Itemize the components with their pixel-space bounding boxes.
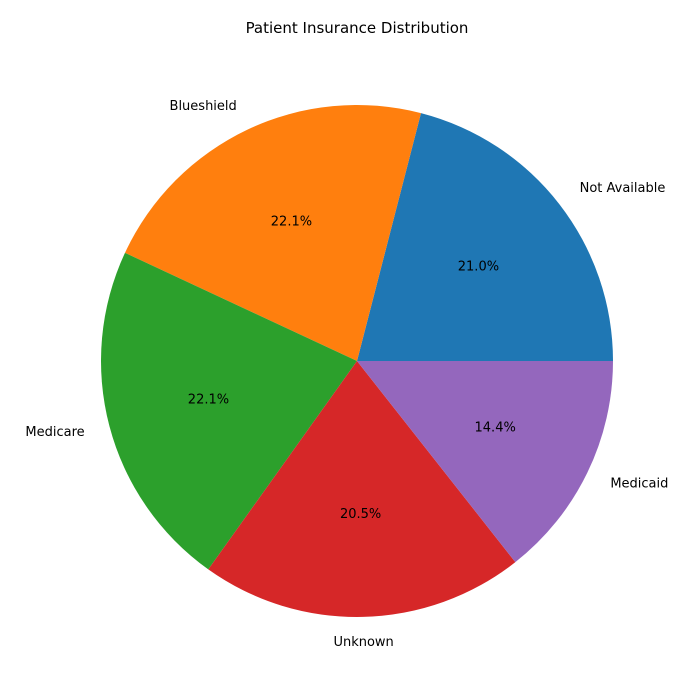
pie-labels: 21.0% Not Available 22.1% Blueshield 22.1% Me… <box>25 99 668 650</box>
pie-slice-blueshield <box>124 105 421 361</box>
pie-slice-medicaid <box>357 361 613 563</box>
pie-slice-medicare <box>101 252 357 570</box>
pie-slice-not-available <box>357 113 613 361</box>
pie-slices <box>101 105 613 618</box>
pie-category-label: Blueshield <box>170 99 237 114</box>
pie-percent-label: 22.1% <box>188 393 229 408</box>
chart-title: Patient Insurance Distribution <box>246 19 469 37</box>
pie-percent-label: 22.1% <box>271 215 312 230</box>
pie-slice-unknown <box>208 361 516 618</box>
pie-category-label: Medicare <box>25 425 84 440</box>
pie-percent-label: 20.5% <box>340 507 381 522</box>
pie-percent-label: 14.4% <box>475 421 516 436</box>
pie-category-label: Unknown <box>333 635 393 650</box>
pie-category-label: Medicaid <box>610 476 668 491</box>
pie-category-label: Not Available <box>580 181 666 196</box>
pie-percent-label: 21.0% <box>458 259 499 274</box>
